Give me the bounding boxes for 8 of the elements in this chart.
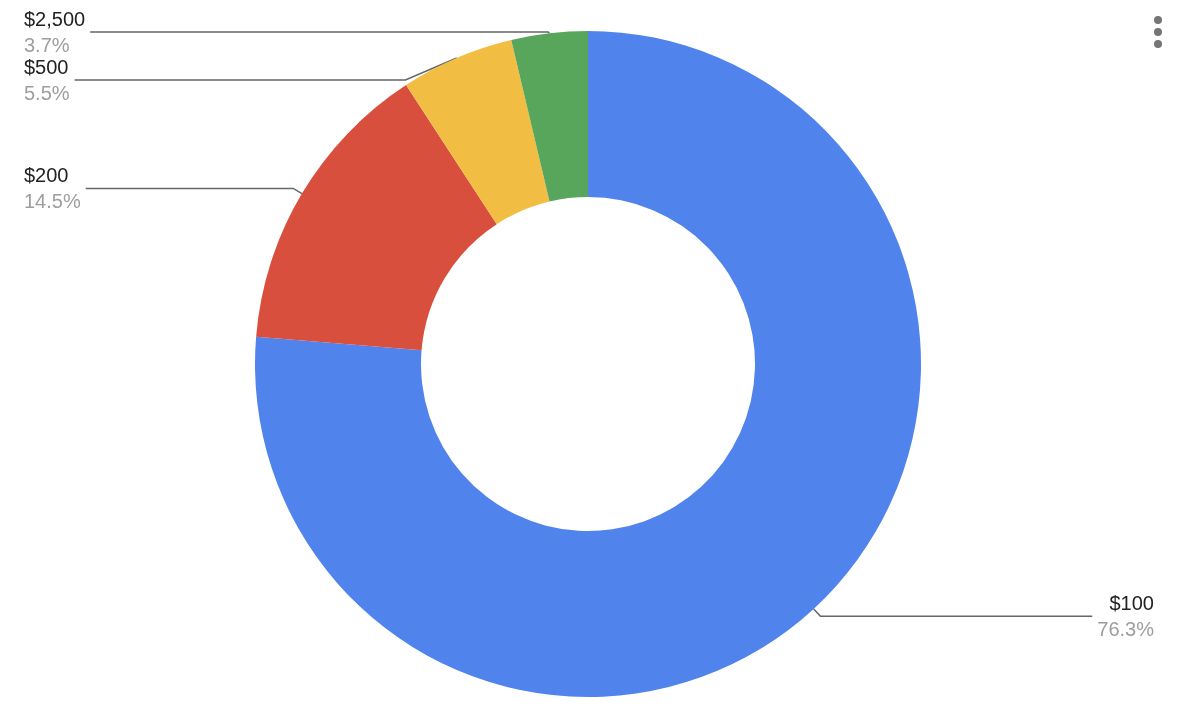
data-label: 3.7% [24, 34, 70, 56]
data-label: 5.5% [24, 82, 70, 104]
slice-label: $100 [1109, 592, 1154, 615]
data-label: 76.3% [1097, 618, 1155, 641]
slice-label: $500 [24, 56, 69, 78]
data-label: 14.5% [24, 190, 81, 213]
slice-label: $200 [24, 164, 69, 187]
slice-label: $2,500 [24, 8, 86, 30]
